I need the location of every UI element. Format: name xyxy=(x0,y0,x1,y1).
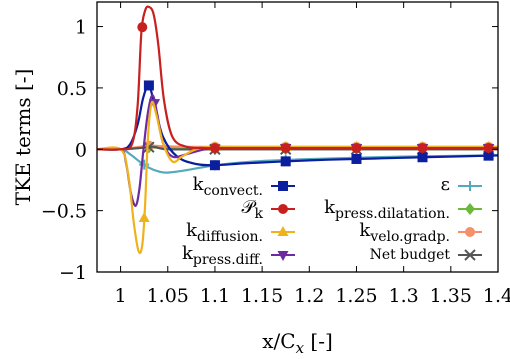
y-tick-label: 0 xyxy=(75,139,87,161)
data-point xyxy=(417,152,428,163)
legend-marker xyxy=(465,181,475,191)
data-point xyxy=(280,143,291,154)
series-line xyxy=(96,84,499,167)
x-tick-label: 1.15 xyxy=(241,285,283,307)
x-tick-label: 1.1 xyxy=(200,285,230,307)
y-tick-label: 1 xyxy=(75,17,87,39)
x-tick-label: 1.2 xyxy=(294,285,324,307)
data-point xyxy=(209,143,220,154)
series-1 xyxy=(96,5,498,154)
legend-marker xyxy=(277,226,289,236)
legend-label: kconvect. xyxy=(193,174,263,199)
series-line xyxy=(96,94,499,207)
data-point xyxy=(417,143,428,154)
legend-marker xyxy=(465,203,475,215)
legend-marker xyxy=(278,181,288,191)
x-tick-label: 1.4 xyxy=(483,285,510,307)
legend-marker xyxy=(277,251,289,261)
legend-marker xyxy=(465,227,475,237)
x-axis-label: x/Cx [-] xyxy=(262,329,333,357)
plot-content xyxy=(96,5,499,254)
series-3 xyxy=(96,94,499,207)
legend-marker xyxy=(278,204,288,214)
y-tick-label: 0.5 xyxy=(57,78,87,100)
data-point xyxy=(351,143,362,154)
legend-label: ε xyxy=(441,174,450,195)
legend-label: Net budget xyxy=(370,247,451,263)
x-tick-label: 1.35 xyxy=(430,285,472,307)
x-tick-label: 1 xyxy=(115,285,127,307)
x-axis-ticks: 1 1.05 1.1 1.15 1.2 1.25 1.3 1.35 1.4 xyxy=(115,2,510,307)
data-point xyxy=(483,143,494,154)
data-point xyxy=(137,22,148,33)
legend-label: kvelo.gradp. xyxy=(359,220,450,245)
x-tick-label: 1.05 xyxy=(147,285,189,307)
data-point xyxy=(143,141,155,153)
data-point xyxy=(143,80,154,91)
series-0 xyxy=(96,80,499,171)
legend-label: kdiffusion. xyxy=(186,220,263,245)
legend-label: kpress.dilatation. xyxy=(324,197,450,222)
data-point xyxy=(280,156,291,167)
legend-label: kpress.diff. xyxy=(182,243,263,268)
series-line xyxy=(96,5,498,151)
data-point xyxy=(351,153,362,164)
x-tick-label: 1.3 xyxy=(389,285,419,307)
data-point xyxy=(483,150,494,161)
data-point xyxy=(138,212,150,222)
legend-label: 𝒫k xyxy=(242,197,264,222)
y-tick-label: −1 xyxy=(59,262,87,284)
plot-frame xyxy=(96,1,499,273)
y-axis-ticks: −1 −0.5 0 0.5 1 xyxy=(41,17,498,284)
series-line xyxy=(96,147,499,174)
y-tick-label: −0.5 xyxy=(41,201,87,223)
x-tick-label: 1.25 xyxy=(335,285,377,307)
legend-marker xyxy=(464,249,476,261)
y-axis-label: TKE terms [-] xyxy=(11,69,35,206)
data-point xyxy=(209,160,220,171)
